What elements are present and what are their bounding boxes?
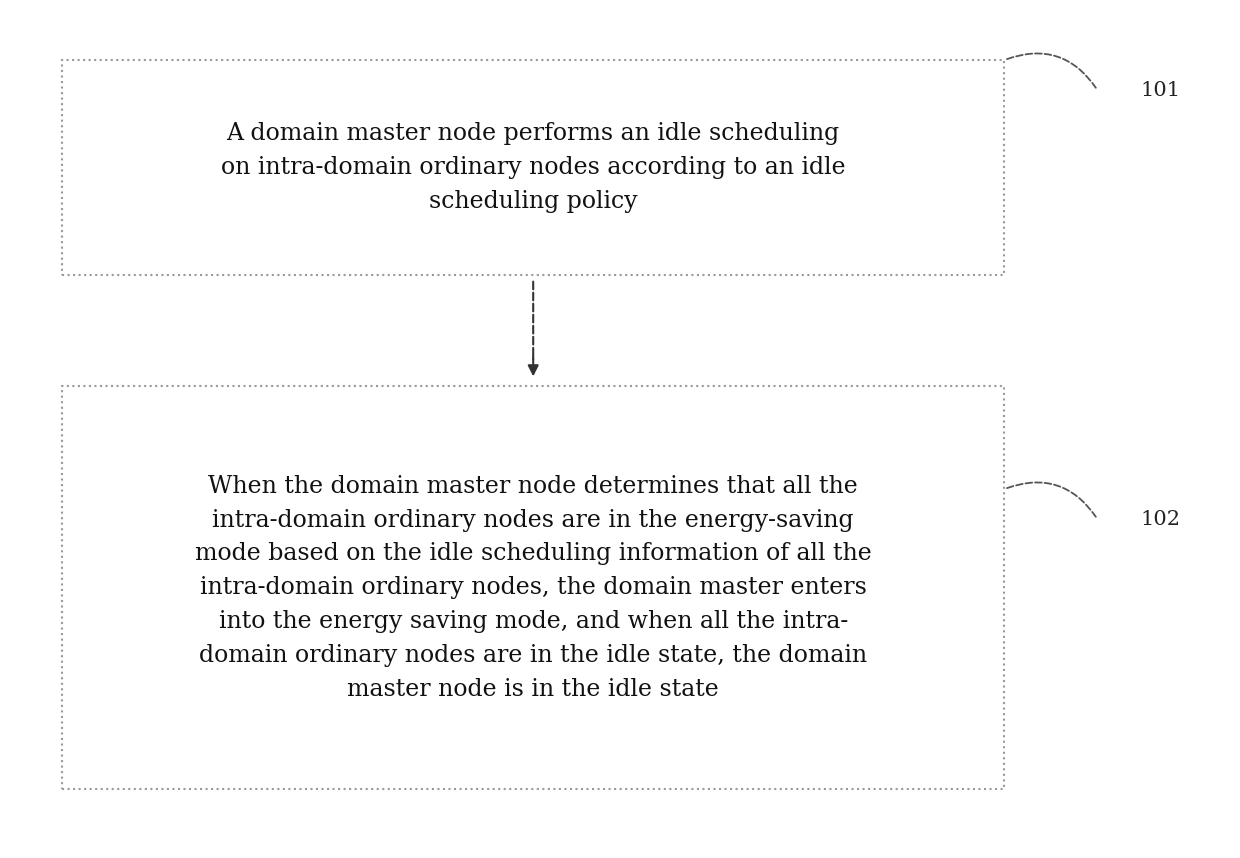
Text: When the domain master node determines that all the
intra-domain ordinary nodes : When the domain master node determines t… [195,474,872,701]
Text: A domain master node performs an idle scheduling
on intra-domain ordinary nodes : A domain master node performs an idle sc… [221,122,846,213]
FancyArrowPatch shape [1007,482,1096,517]
Text: 101: 101 [1141,81,1180,100]
Bar [62,60,1004,275]
FancyArrowPatch shape [1007,53,1096,88]
Text: 102: 102 [1141,510,1180,529]
Bar [62,386,1004,789]
